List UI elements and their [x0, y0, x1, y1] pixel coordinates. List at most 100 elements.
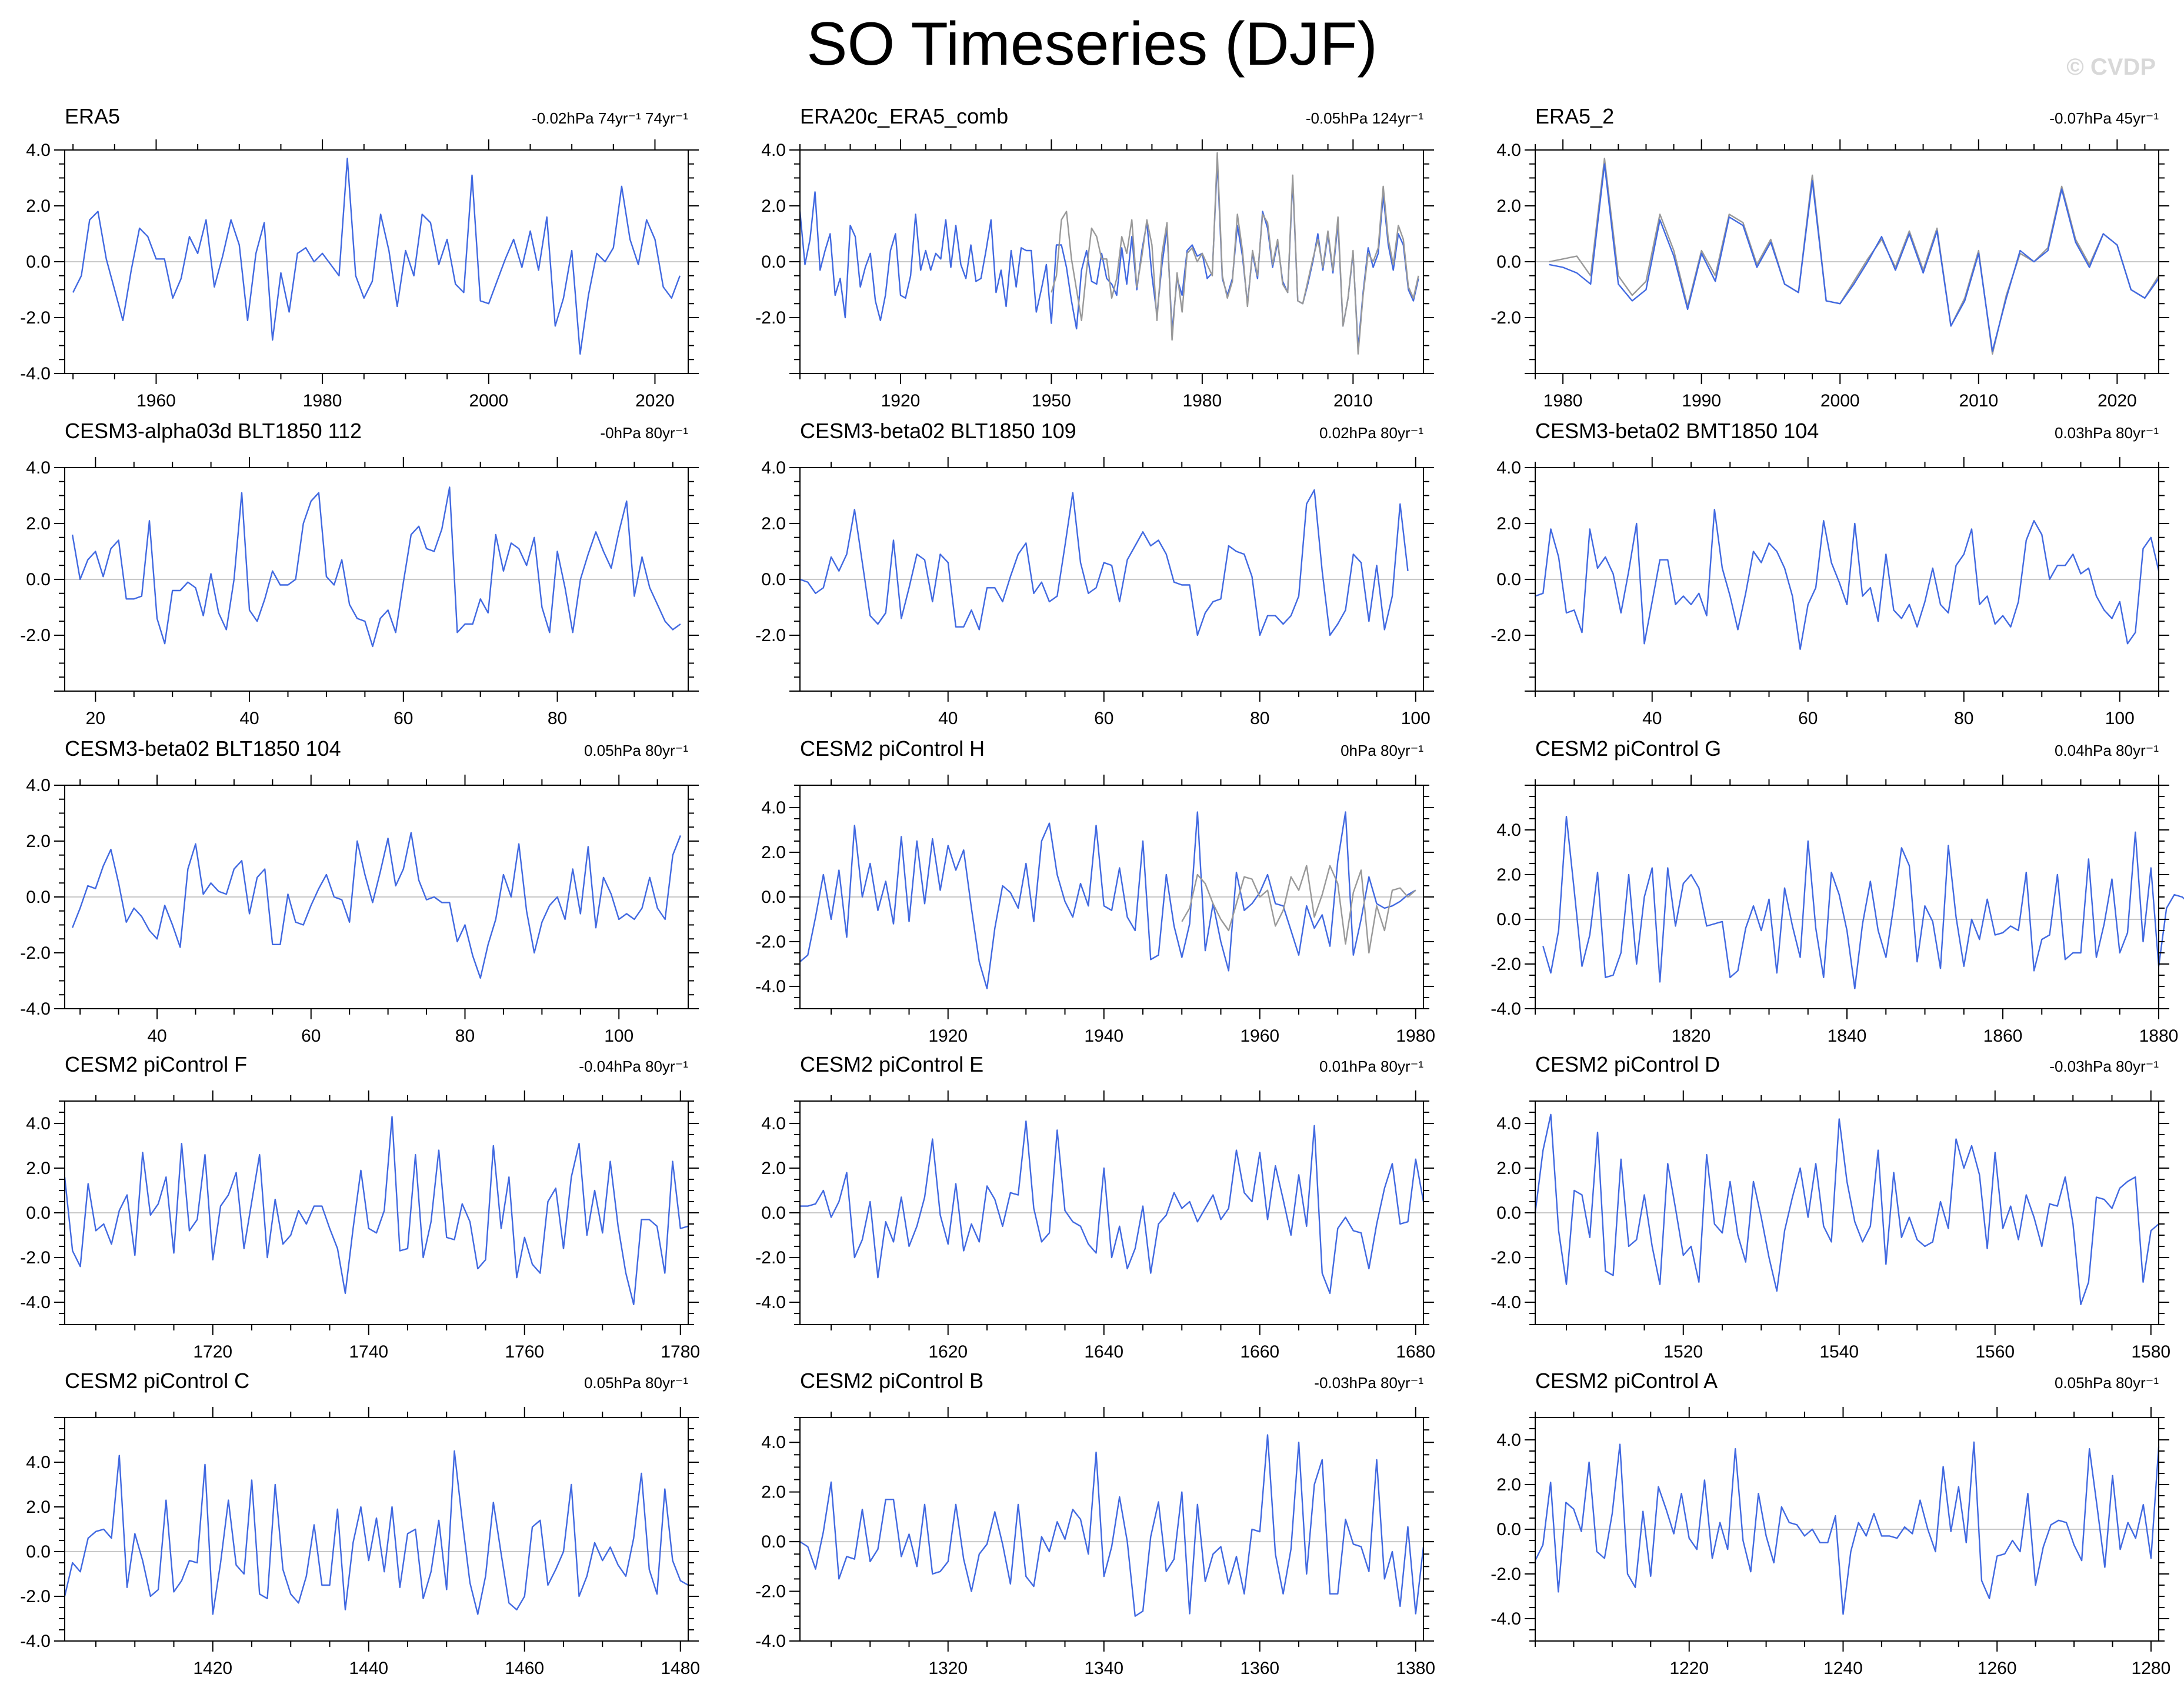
y-tick-label: -2.0: [1491, 955, 1521, 974]
y-tick-label: 2.0: [761, 514, 786, 533]
x-tick-label: 1780: [661, 1342, 700, 1362]
y-tick-label: 2.0: [1496, 865, 1521, 885]
x-tick-label: 1940: [1084, 1026, 1123, 1046]
y-tick-label: 4.0: [1496, 141, 1521, 160]
y-tick-label: -4.0: [755, 977, 786, 996]
chart-panel: ERA5 -0.02hPa 74yr⁻¹ 74yr⁻¹ -4.0 -2.0 0.0 2.0…: [20, 104, 699, 411]
panel-title: CESM2 piControl E: [800, 1052, 983, 1076]
y-tick-label: -2.0: [20, 1248, 51, 1268]
trend-label: 0.04hPa 80yr⁻¹: [2055, 742, 2159, 759]
y-tick-label: 4.0: [761, 458, 786, 478]
panel-title: CESM2 piControl C: [65, 1369, 249, 1393]
trend-label: 0.05hPa 80yr⁻¹: [584, 742, 688, 759]
y-tick-label: -2.0: [20, 308, 51, 328]
x-tick-label: 1440: [349, 1659, 388, 1678]
trend-label: 0hPa 80yr⁻¹: [1341, 742, 1423, 759]
y-tick-label: 4.0: [761, 798, 786, 818]
obs-series-line: [1051, 152, 1419, 355]
y-tick-label: -2.0: [20, 1587, 51, 1606]
y-tick-label: 4.0: [1496, 458, 1521, 478]
model-series-line: [71, 832, 682, 979]
model-series-line: [72, 158, 681, 355]
x-tick-label: 1980: [303, 391, 342, 411]
y-tick-label: 0.0: [26, 1542, 51, 1562]
x-tick-label: 2020: [635, 391, 675, 411]
y-tick-label: 4.0: [1496, 821, 1521, 840]
chart-panel: CESM2 piControl A 0.05hPa 80yr⁻¹ -4.0 -2.0 0…: [1491, 1369, 2170, 1678]
y-tick-label: 0.0: [26, 252, 51, 272]
x-tick-label: 1540: [1819, 1342, 1859, 1362]
x-tick-label: 1960: [1240, 1026, 1279, 1046]
cvdp-watermark: © CVDP: [2066, 54, 2156, 80]
model-series-line: [71, 486, 681, 648]
x-tick-label: 80: [1250, 709, 1269, 728]
y-tick-label: 2.0: [26, 1159, 51, 1178]
y-tick-label: 2.0: [761, 1159, 786, 1178]
y-tick-label: 0.0: [1496, 1520, 1521, 1539]
y-tick-label: -2.0: [1491, 1565, 1521, 1584]
trend-label: -0.03hPa 80yr⁻¹: [1314, 1374, 1423, 1392]
x-tick-label: 60: [301, 1026, 321, 1046]
chart-panel: CESM2 piControl E 0.01hPa 80yr⁻¹ -4.0 -2.0 0…: [755, 1052, 1435, 1362]
y-tick-label: 0.0: [761, 1532, 786, 1552]
model-series-line: [799, 811, 1416, 990]
y-tick-label: 2.0: [1496, 196, 1521, 216]
trend-label: 0.02hPa 80yr⁻¹: [1319, 424, 1423, 442]
trend-label: 0.03hPa 80yr⁻¹: [2055, 424, 2159, 442]
y-tick-label: -2.0: [1491, 1248, 1521, 1268]
x-tick-label: 1420: [193, 1659, 232, 1678]
y-tick-label: -2.0: [20, 943, 51, 963]
y-tick-label: 4.0: [761, 1433, 786, 1452]
panel-title: CESM3-beta02 BMT1850 104: [1535, 419, 1819, 443]
y-tick-label: 0.0: [1496, 252, 1521, 272]
panel-title: ERA20c_ERA5_comb: [800, 104, 1008, 128]
y-tick-label: -2.0: [755, 1248, 786, 1268]
y-tick-label: -4.0: [20, 1632, 51, 1651]
trend-label: 0.05hPa 80yr⁻¹: [2055, 1374, 2159, 1392]
x-tick-label: 1620: [928, 1342, 968, 1362]
y-tick-label: 4.0: [761, 141, 786, 160]
trend-label: 0.01hPa 80yr⁻¹: [1319, 1058, 1423, 1075]
y-tick-label: 4.0: [26, 141, 51, 160]
y-tick-label: 4.0: [26, 458, 51, 478]
model-series-line: [64, 1116, 689, 1306]
y-tick-label: -2.0: [755, 932, 786, 952]
x-tick-label: 1840: [1828, 1026, 1867, 1046]
x-tick-label: 1950: [1032, 391, 1071, 411]
y-tick-label: 2.0: [26, 196, 51, 216]
y-tick-label: -2.0: [1491, 626, 1521, 645]
panel-title: ERA5_2: [1535, 104, 1614, 128]
panel-title: CESM3-beta02 BLT1850 104: [65, 736, 341, 761]
x-tick-label: 1660: [1240, 1342, 1279, 1362]
x-tick-label: 1580: [2131, 1342, 2170, 1362]
panel-title: CESM2 piControl H: [800, 736, 985, 761]
obs-series-line: [1181, 865, 1416, 954]
x-tick-label: 1820: [1672, 1026, 1711, 1046]
chart-panel: ERA5_2 -0.07hPa 45yr⁻¹ -2.0 0.0 2.0 4.0 1980 19…: [1491, 104, 2169, 411]
trend-label: -0.07hPa 45yr⁻¹: [2049, 109, 2159, 127]
x-tick-label: 1360: [1240, 1659, 1279, 1678]
y-tick-label: -2.0: [755, 308, 786, 328]
x-tick-label: 1280: [2132, 1659, 2171, 1678]
x-tick-label: 40: [938, 709, 958, 728]
x-tick-label: 2000: [469, 391, 508, 411]
y-tick-label: 0.0: [761, 1203, 786, 1223]
x-tick-label: 1320: [928, 1659, 968, 1678]
x-tick-label: 1340: [1084, 1659, 1123, 1678]
y-tick-label: -4.0: [1491, 999, 1521, 1019]
y-tick-label: -4.0: [755, 1632, 786, 1651]
y-tick-label: -4.0: [755, 1293, 786, 1312]
x-tick-label: 1980: [1182, 391, 1222, 411]
x-tick-label: 1860: [1983, 1026, 2023, 1046]
x-tick-label: 20: [86, 709, 105, 728]
panel-title: CESM2 piControl D: [1535, 1052, 1720, 1076]
x-tick-label: 60: [394, 709, 413, 728]
trend-label: -0hPa 80yr⁻¹: [600, 424, 688, 442]
y-tick-label: 2.0: [1496, 514, 1521, 533]
y-tick-label: -4.0: [1491, 1293, 1521, 1312]
model-series-line: [799, 1434, 1425, 1617]
y-tick-label: 0.0: [761, 888, 786, 907]
x-tick-label: 100: [1401, 709, 1431, 728]
y-tick-label: -2.0: [755, 1582, 786, 1602]
y-tick-label: -2.0: [1491, 308, 1521, 328]
